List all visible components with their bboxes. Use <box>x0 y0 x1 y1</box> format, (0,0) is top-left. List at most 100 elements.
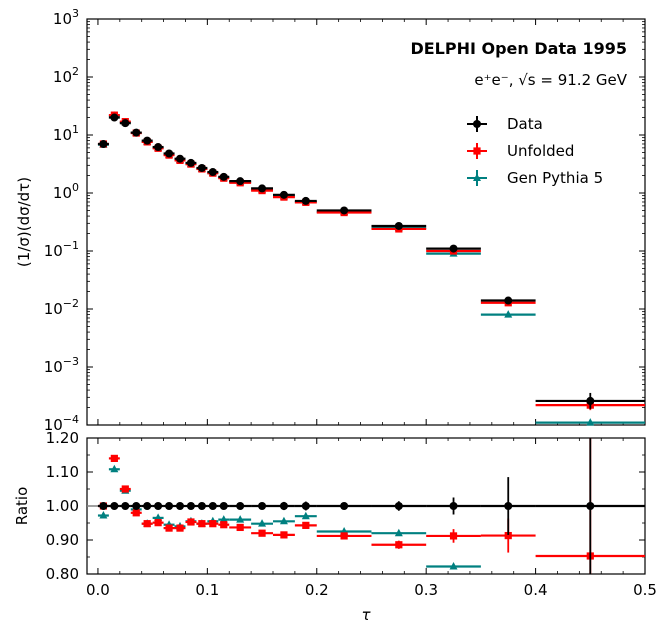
ratio-point <box>449 502 458 510</box>
legend-label: Gen Pythia 5 <box>507 169 603 187</box>
data-point <box>165 149 174 158</box>
ratio-point <box>154 502 163 510</box>
legend: Data Unfolded Gen Pythia 5 <box>467 115 603 187</box>
ratio-point <box>258 502 267 510</box>
ratio-point <box>154 513 163 521</box>
legend-marker <box>473 120 481 128</box>
y-axis-title-main: (1/σ)(dσ/dτ) <box>15 177 33 267</box>
ratio-point <box>258 529 266 537</box>
data-point <box>110 113 119 122</box>
y-tick-label-main: 102 <box>53 65 79 86</box>
ratio-point <box>394 502 403 510</box>
x-tick-label: 0.5 <box>633 581 657 599</box>
ratio-point <box>154 519 162 527</box>
ratio-axis-ticks: 0.0 0.1 0.2 0.3 0.4 0.5 1.20 1.10 1.00 0.90 0.80 <box>46 429 657 599</box>
y-tick-label-main: 101 <box>53 123 79 144</box>
y-tick-label-main: 100 <box>53 181 79 202</box>
ratio-point <box>449 532 458 540</box>
y-tick-label-main: 10−2 <box>44 297 79 318</box>
data-point <box>176 154 184 163</box>
ratio-point <box>197 502 206 510</box>
ratio-point <box>186 502 195 510</box>
ratio-point <box>110 454 118 462</box>
chart-subtitle: e⁺e⁻, √s = 91.2 GeV <box>474 71 627 89</box>
ratio-point <box>110 502 119 510</box>
main-data-marks <box>97 111 645 426</box>
legend-marker <box>473 147 481 155</box>
ratio-point <box>302 521 310 529</box>
data-point <box>301 196 310 205</box>
y-tick-label-main: 10−3 <box>44 355 79 376</box>
ratio-point <box>121 485 129 493</box>
ratio-point <box>219 502 228 510</box>
data-point <box>99 139 108 148</box>
ratio-point <box>121 502 130 510</box>
chart-title: DELPHI Open Data 1995 <box>410 39 627 58</box>
legend-item: Data <box>467 115 543 133</box>
ratio-point <box>219 515 228 523</box>
ratio-point <box>301 511 310 520</box>
ratio-point <box>301 502 310 510</box>
ratio-point <box>395 541 403 549</box>
ratio-point <box>504 531 512 540</box>
ratio-point <box>279 502 288 510</box>
data-point <box>197 163 206 172</box>
data-point <box>340 206 349 215</box>
data-point <box>504 310 513 318</box>
y-axis-title-ratio: Ratio <box>13 487 31 526</box>
legend-marker <box>473 173 481 181</box>
data-point <box>258 184 267 193</box>
y-tick-label-ratio: 1.20 <box>46 429 79 447</box>
ratio-point <box>176 502 184 510</box>
x-tick-label: 0.3 <box>414 581 438 599</box>
ratio-point <box>187 518 195 526</box>
ratio-point <box>279 516 288 525</box>
data-point <box>154 143 163 152</box>
ratio-point <box>220 521 228 529</box>
ratio-point <box>99 511 108 519</box>
ratio-point <box>236 523 244 532</box>
ratio-point <box>143 502 152 510</box>
ratio-point <box>280 531 288 539</box>
data-point <box>449 244 458 253</box>
ratio-point <box>198 520 206 528</box>
y-tick-label-main: 10−4 <box>44 413 79 434</box>
ratio-point <box>132 502 141 510</box>
ratio-point <box>236 515 245 523</box>
series-data-main <box>97 113 645 409</box>
legend-item: Unfolded <box>467 142 574 160</box>
y-tick-label-main: 10−1 <box>44 239 79 260</box>
ratio-point <box>165 502 174 510</box>
y-tick-label-ratio: 0.90 <box>46 531 79 549</box>
ratio-point <box>165 524 173 532</box>
data-point <box>279 190 288 199</box>
data-point <box>394 221 403 230</box>
ratio-point <box>209 520 217 528</box>
x-tick-label: 0.4 <box>524 581 548 599</box>
series-data-ratio <box>97 438 645 574</box>
y-tick-label-ratio: 0.80 <box>46 565 79 583</box>
y-tick-label-ratio: 1.10 <box>46 463 79 481</box>
ratio-data-marks <box>97 438 645 574</box>
data-point <box>504 296 513 305</box>
ratio-point <box>176 524 184 532</box>
main-axis-ticks: 103 102 101 100 10−1 10−2 10−3 10−4 <box>44 7 646 434</box>
x-axis-title: τ <box>361 606 371 624</box>
data-point <box>236 177 245 186</box>
series-gen-pythia-5-ratio <box>97 464 481 570</box>
main-panel-frame <box>86 18 646 426</box>
ratio-point <box>586 502 595 510</box>
ratio-point <box>340 532 348 540</box>
ratio-point <box>449 562 458 570</box>
ratio-point <box>143 520 151 528</box>
ratio-point <box>258 519 267 527</box>
ratio-point <box>236 502 245 510</box>
data-point <box>208 168 217 177</box>
ratio-point <box>110 464 119 473</box>
ratio-point <box>504 502 513 510</box>
legend-label: Data <box>507 115 543 133</box>
data-point <box>586 418 595 426</box>
data-point <box>186 158 195 167</box>
ratio-point <box>340 502 349 510</box>
